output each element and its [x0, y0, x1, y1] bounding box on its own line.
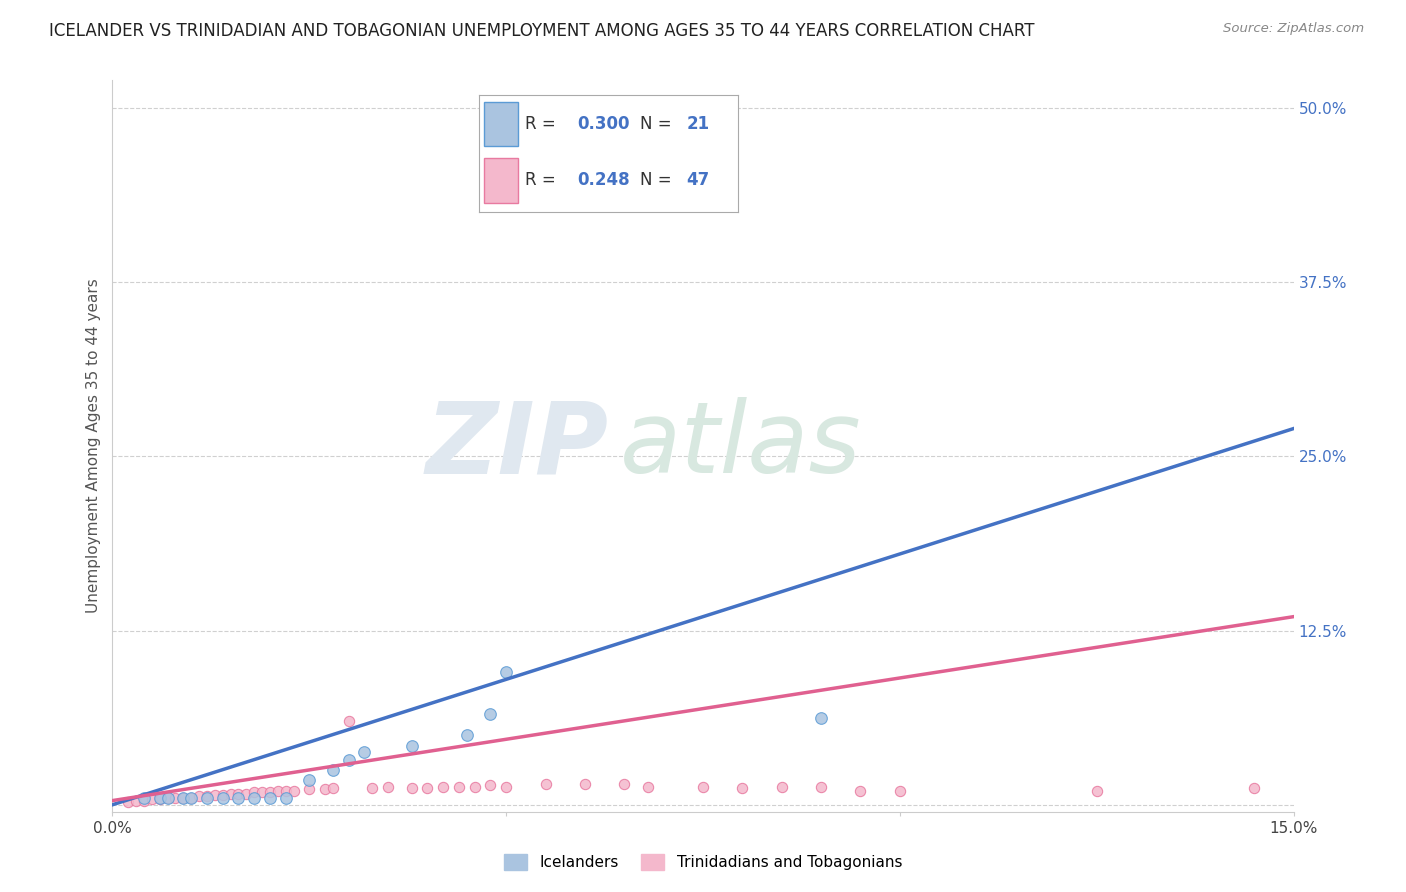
- Point: [195, 790, 218, 805]
- Point: [849, 784, 872, 798]
- Text: Source: ZipAtlas.com: Source: ZipAtlas.com: [1223, 22, 1364, 36]
- Point: [211, 788, 233, 802]
- Point: [243, 785, 266, 799]
- Point: [149, 790, 172, 805]
- Point: [322, 763, 344, 777]
- Legend: Icelanders, Trinidadians and Tobagonians: Icelanders, Trinidadians and Tobagonians: [503, 854, 903, 870]
- Point: [132, 794, 155, 808]
- Point: [243, 790, 266, 805]
- Point: [613, 777, 636, 791]
- Text: ICELANDER VS TRINIDADIAN AND TOBAGONIAN UNEMPLOYMENT AMONG AGES 35 TO 44 YEARS C: ICELANDER VS TRINIDADIAN AND TOBAGONIAN …: [49, 22, 1035, 40]
- Point: [117, 795, 139, 809]
- Point: [188, 789, 211, 804]
- Point: [495, 665, 517, 680]
- Point: [149, 792, 172, 806]
- Point: [267, 784, 290, 798]
- Point: [259, 785, 281, 799]
- Point: [889, 784, 911, 798]
- Point: [165, 790, 187, 805]
- Point: [1085, 784, 1108, 798]
- Y-axis label: Unemployment Among Ages 35 to 44 years: Unemployment Among Ages 35 to 44 years: [86, 278, 101, 614]
- Point: [432, 780, 454, 794]
- Point: [456, 728, 478, 742]
- Point: [298, 782, 321, 797]
- Point: [464, 780, 486, 794]
- Point: [132, 790, 155, 805]
- Point: [125, 794, 148, 808]
- Point: [810, 711, 832, 725]
- Point: [574, 777, 596, 791]
- Point: [180, 790, 202, 805]
- Point: [810, 780, 832, 794]
- Point: [283, 784, 305, 798]
- Point: [416, 780, 439, 795]
- Point: [274, 784, 297, 798]
- Point: [180, 790, 202, 805]
- Point: [770, 780, 793, 794]
- Point: [731, 780, 754, 795]
- Point: [534, 777, 557, 791]
- Point: [219, 787, 242, 801]
- Point: [228, 787, 250, 801]
- Point: [495, 780, 517, 794]
- Point: [259, 790, 281, 805]
- Point: [479, 778, 502, 792]
- Point: [637, 780, 659, 794]
- Point: [353, 745, 375, 759]
- Point: [204, 788, 226, 802]
- Point: [156, 790, 179, 805]
- Point: [692, 780, 714, 794]
- Text: ZIP: ZIP: [426, 398, 609, 494]
- Point: [377, 780, 399, 794]
- Point: [337, 714, 360, 728]
- Point: [195, 789, 218, 804]
- Point: [401, 739, 423, 754]
- Point: [447, 780, 470, 794]
- Point: [228, 790, 250, 805]
- Point: [361, 780, 384, 795]
- Point: [141, 792, 163, 806]
- Point: [250, 785, 273, 799]
- Point: [479, 707, 502, 722]
- Point: [156, 790, 179, 805]
- Point: [1243, 780, 1265, 795]
- Point: [337, 753, 360, 767]
- Point: [172, 790, 194, 805]
- Point: [314, 782, 336, 797]
- Point: [172, 790, 194, 805]
- Point: [322, 780, 344, 795]
- Point: [235, 787, 257, 801]
- Point: [274, 790, 297, 805]
- Point: [211, 790, 233, 805]
- Point: [401, 780, 423, 795]
- Text: atlas: atlas: [620, 398, 862, 494]
- Point: [298, 772, 321, 787]
